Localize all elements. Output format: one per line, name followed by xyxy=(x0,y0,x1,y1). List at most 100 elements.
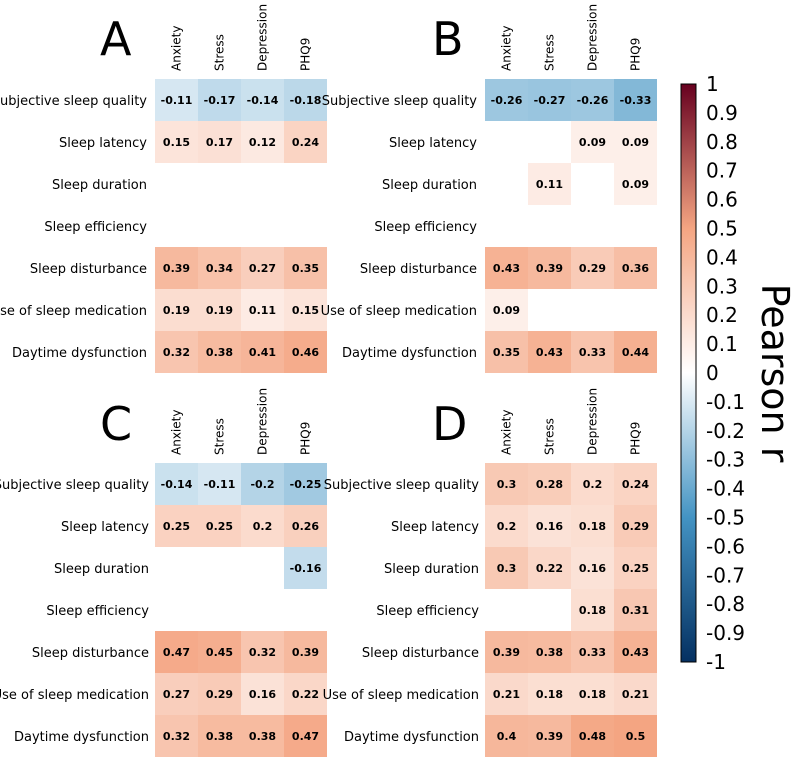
cell-value-label: 0.18 xyxy=(579,688,606,701)
cell-value-label: 0.3 xyxy=(497,478,517,491)
heatmap-cell xyxy=(485,463,528,505)
panel-D: D Anxiety Stress Depression PHQ9 Subjective s… xyxy=(323,388,657,757)
cell-value-label: 0.27 xyxy=(249,262,276,275)
cell-value-label: 0.19 xyxy=(163,304,190,317)
cell-value-label: 0.47 xyxy=(163,646,190,659)
cell-value-label: 0.21 xyxy=(622,688,649,701)
heatmap-cell xyxy=(571,547,614,589)
panel-A: A Anxiety Stress Depression PHQ9 Subjective s… xyxy=(0,4,327,373)
colorbar-tick-label: 0.5 xyxy=(706,217,738,241)
colorbar: 1 0.9 0.8 0.7 0.6 0.5 0.4 0.3 0.2 0.1 0 -0.1 -0.2 -0.… xyxy=(680,72,797,674)
column-label: Anxiety xyxy=(500,26,514,71)
heatmap-cell xyxy=(528,163,571,205)
colorbar-tick-label: -0.4 xyxy=(706,477,745,501)
cell-value-label: 0.09 xyxy=(622,178,649,191)
colorbar-tick-label: 0.6 xyxy=(706,188,738,212)
cell-value-label: 0.29 xyxy=(622,520,649,533)
heatmap-cell xyxy=(241,463,284,505)
cell-value-label: 0.39 xyxy=(292,646,319,659)
cell-value-label: 0.22 xyxy=(292,688,319,701)
heatmap-cell xyxy=(614,331,657,373)
row-label: Daytime dysfunction xyxy=(14,730,149,745)
colorbar-tick-label: 0.2 xyxy=(706,303,738,327)
cell-value-label: 0.26 xyxy=(292,520,319,533)
row-label: Sleep duration xyxy=(52,178,147,193)
cell-value-label: 0.11 xyxy=(536,178,563,191)
cell-value-label: 0.39 xyxy=(536,262,563,275)
row-label: Sleep efficiency xyxy=(374,220,477,235)
row-label: Subjective sleep quality xyxy=(322,94,478,109)
colorbar-title: Pearson r xyxy=(753,284,797,463)
heatmap-cell xyxy=(241,673,284,715)
column-label: Depression xyxy=(586,4,600,71)
row-label: Subjective sleep quality xyxy=(324,478,480,493)
row-label: Sleep latency xyxy=(389,136,477,151)
row-label: Sleep efficiency xyxy=(46,604,149,619)
cell-value-label: 0.43 xyxy=(622,646,649,659)
heatmap-cell xyxy=(485,673,528,715)
cell-value-label: -0.33 xyxy=(620,94,652,107)
colorbar-tick-label: 0.9 xyxy=(706,101,738,125)
cell-value-label: 0.25 xyxy=(622,562,649,575)
cell-value-label: 0.38 xyxy=(206,346,233,359)
heatmap-cell xyxy=(571,589,614,631)
row-label: Sleep efficiency xyxy=(376,604,479,619)
cell-value-label: 0.25 xyxy=(163,520,190,533)
heatmap-cell xyxy=(571,121,614,163)
heatmap-cell xyxy=(485,631,528,673)
cell-value-label: -0.17 xyxy=(204,94,236,107)
heatmap-cell xyxy=(198,121,241,163)
heatmap-cell xyxy=(198,673,241,715)
column-label: Stress xyxy=(213,418,227,455)
heatmap-cell xyxy=(528,631,571,673)
cell-value-label: -0.26 xyxy=(491,94,523,107)
cell-value-label: 0.39 xyxy=(536,730,563,743)
heatmap-cell xyxy=(198,79,241,121)
column-label: Anxiety xyxy=(170,26,184,71)
cell-value-label: 0.43 xyxy=(493,262,520,275)
cell-value-label: 0.48 xyxy=(579,730,606,743)
cell-value-label: 0.31 xyxy=(622,604,649,617)
cell-value-label: 0.32 xyxy=(163,346,190,359)
cell-value-label: 0.45 xyxy=(206,646,233,659)
cell-value-label: 0.25 xyxy=(206,520,233,533)
colorbar-tick-label: 0 xyxy=(706,361,719,385)
cell-value-label: 0.47 xyxy=(292,730,319,743)
cell-value-label: 0.22 xyxy=(536,562,563,575)
cell-value-label: 0.35 xyxy=(493,346,520,359)
heatmap-cell xyxy=(198,247,241,289)
cell-value-label: -0.18 xyxy=(290,94,322,107)
heatmap-cell xyxy=(485,79,528,121)
column-label: Stress xyxy=(543,418,557,455)
row-label: Sleep duration xyxy=(382,178,477,193)
cell-value-label: 0.39 xyxy=(163,262,190,275)
column-label: Anxiety xyxy=(170,410,184,455)
panel-label: D xyxy=(432,397,467,451)
heatmap-cell xyxy=(571,673,614,715)
heatmap-cell xyxy=(571,463,614,505)
cell-value-label: 0.16 xyxy=(579,562,606,575)
row-label: Daytime dysfunction xyxy=(12,346,147,361)
heatmap-cell xyxy=(241,715,284,757)
cell-value-label: 0.12 xyxy=(249,136,276,149)
cell-value-label: 0.16 xyxy=(249,688,276,701)
row-label: Sleep disturbance xyxy=(32,646,149,661)
cell-value-label: 0.15 xyxy=(163,136,190,149)
heatmap-cell xyxy=(614,631,657,673)
column-label: PHQ9 xyxy=(629,422,643,455)
row-label: Subjective sleep quality xyxy=(0,478,149,493)
cell-value-label: 0.44 xyxy=(622,346,649,359)
cell-value-label: 0.18 xyxy=(536,688,563,701)
cell-value-label: 0.33 xyxy=(579,346,606,359)
panel-label: B xyxy=(432,12,464,66)
heatmap-cell xyxy=(571,79,614,121)
cell-value-label: 0.32 xyxy=(163,730,190,743)
heatmap-cell xyxy=(155,505,198,547)
cell-value-label: 0.17 xyxy=(206,136,233,149)
cell-value-label: 0.15 xyxy=(292,304,319,317)
heatmap-cell xyxy=(284,631,327,673)
cell-value-label: -0.11 xyxy=(161,94,193,107)
column-label: Stress xyxy=(213,34,227,71)
heatmap-cell xyxy=(198,715,241,757)
